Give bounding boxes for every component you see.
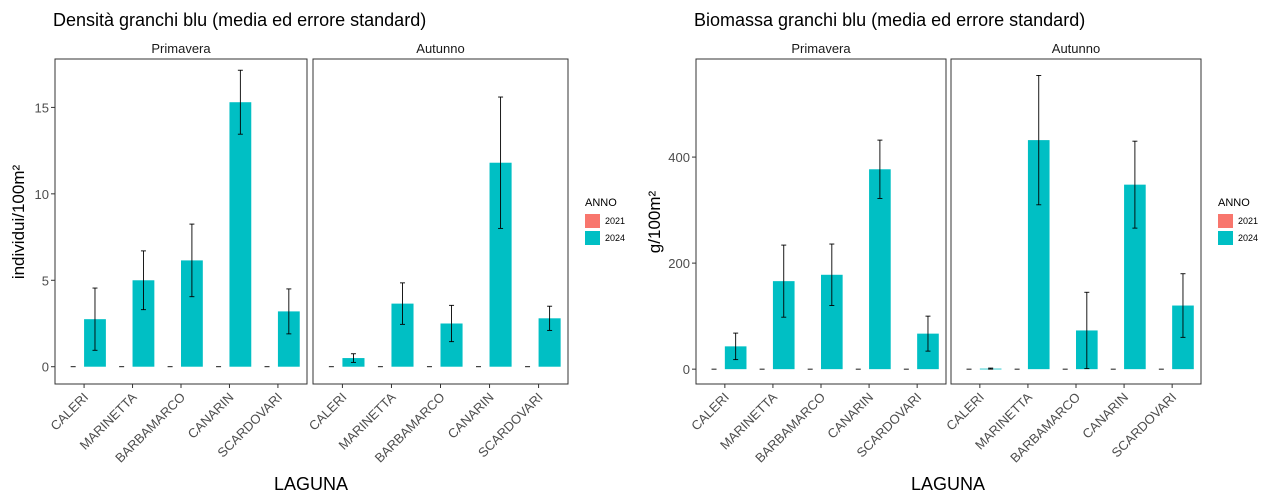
facet-primavera: PrimaveraCALERIMARINETTABARBAMARCOCANARI… <box>47 41 308 466</box>
y-tick-label: 10 <box>35 187 49 202</box>
x-tick-label: CALERI <box>47 390 91 434</box>
legend-label-2021: 2021 <box>1238 216 1258 226</box>
bar-2024-marinetta <box>772 281 795 370</box>
x-tick-label: CANARIN <box>185 390 237 442</box>
legend-key-2021 <box>1218 214 1233 228</box>
bar-2024-canarin <box>229 102 252 367</box>
y-axis-label: g/100m² <box>645 190 664 253</box>
bar-2024-barbamarco <box>440 323 463 367</box>
bar-2024-barbamarco <box>181 260 203 367</box>
y-tick-label: 0 <box>683 362 690 377</box>
y-tick-label: 400 <box>668 150 690 165</box>
bar-2024-canarin <box>1124 184 1146 370</box>
y-axis-label: individui/100m² <box>9 164 28 279</box>
bar-2024-marinetta <box>132 280 155 367</box>
x-tick-label: CANARIN <box>445 390 497 442</box>
facet-strip-label: Primavera <box>791 41 851 56</box>
chart-biomassa: Biomassa granchi blu (media ed errore st… <box>645 10 1258 493</box>
y-tick-label: 0 <box>42 360 49 375</box>
facet-strip-label: Autunno <box>1052 41 1100 56</box>
legend: ANNO 2021 2024 <box>1218 197 1258 245</box>
facet-primavera: PrimaveraCALERIMARINETTABARBAMARCOCANARI… <box>688 41 947 466</box>
legend-key-2024 <box>1218 231 1233 245</box>
bar-2024-scardovari <box>277 311 300 367</box>
legend: ANNO 2021 2024 <box>585 197 625 245</box>
chart-densita: Densità granchi blu (media ed errore sta… <box>9 10 625 493</box>
x-tick-label: CALERI <box>688 390 732 434</box>
bar-2024-marinetta <box>391 303 414 367</box>
x-axis-label: LAGUNA <box>911 474 985 493</box>
y-tick-label: 200 <box>668 256 690 271</box>
bar-2024-canarin <box>489 162 512 367</box>
bar-2024-barbamarco <box>821 274 843 370</box>
panel-border <box>950 58 1202 385</box>
legend-label-2024: 2024 <box>1238 233 1258 243</box>
chart-title: Biomassa granchi blu (media ed errore st… <box>694 10 1085 30</box>
facet-strip-label: Autunno <box>416 41 464 56</box>
facet-autunno: AutunnoCALERIMARINETTABARBAMARCOCANARINS… <box>943 41 1202 466</box>
y-tick-label: 5 <box>42 273 49 288</box>
bar-2024-scardovari <box>538 318 561 367</box>
legend-label-2024: 2024 <box>605 233 625 243</box>
legend-key-2021 <box>585 214 600 228</box>
legend-label-2021: 2021 <box>605 216 625 226</box>
chart-title: Densità granchi blu (media ed errore sta… <box>53 10 426 30</box>
x-tick-label: CALERI <box>306 390 350 434</box>
bar-2024-marinetta <box>1027 140 1050 370</box>
legend-title: ANNO <box>585 197 617 209</box>
legend-title: ANNO <box>1218 197 1250 209</box>
facet-strip-label: Primavera <box>151 41 211 56</box>
legend-key-2024 <box>585 231 600 245</box>
y-tick-label: 15 <box>35 100 49 115</box>
bar-2024-canarin <box>869 169 891 370</box>
x-axis-label: LAGUNA <box>274 474 348 493</box>
x-tick-label: CALERI <box>943 390 987 434</box>
facet-autunno: AutunnoCALERIMARINETTABARBAMARCOCANARINS… <box>306 41 569 466</box>
